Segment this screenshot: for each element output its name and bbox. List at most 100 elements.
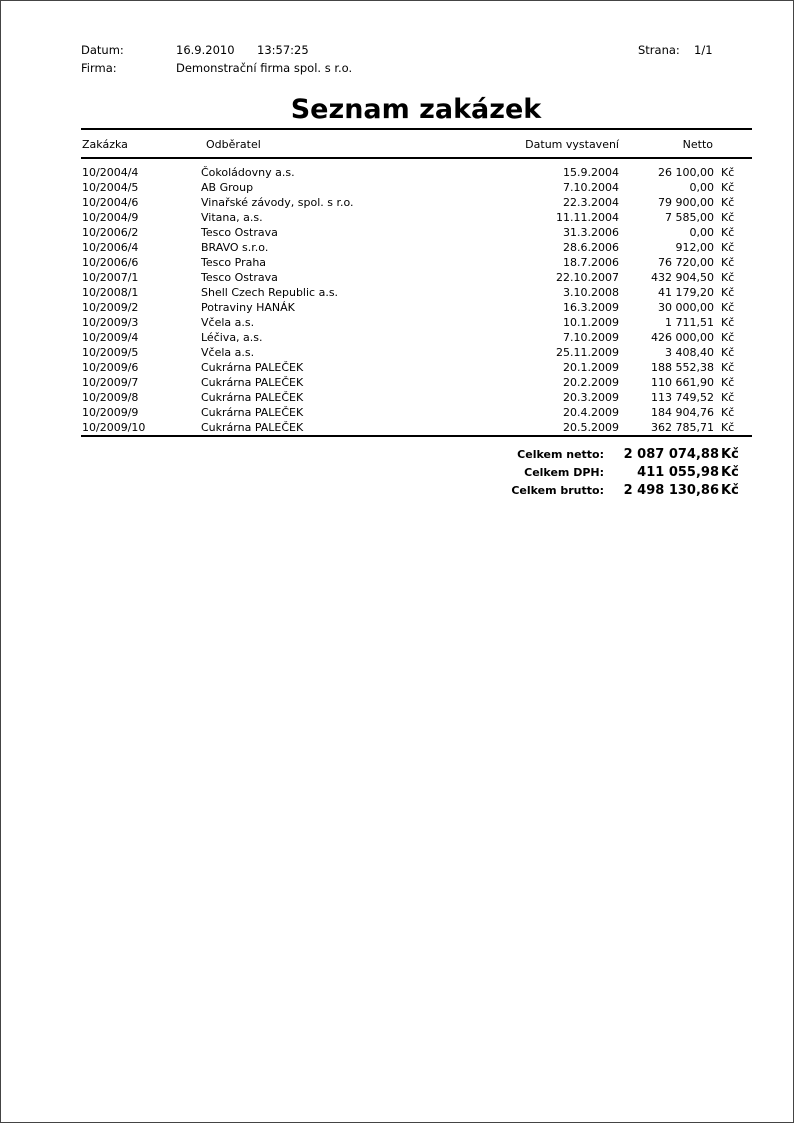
- net-amount: 26 100,00: [658, 166, 714, 179]
- currency: Kč: [721, 361, 735, 374]
- order-code: 10/2009/10: [82, 421, 146, 434]
- column-header-row: Zakázka Odběratel Datum vystavení Netto: [1, 137, 794, 152]
- currency: Kč: [721, 391, 735, 404]
- net-amount: 41 179,20: [658, 286, 714, 299]
- net-amount: 184 904,76: [651, 406, 714, 419]
- company-value: Demonstrační firma spol. s r.o.: [176, 61, 353, 75]
- issue-date: 28.6.2006: [563, 241, 619, 254]
- issue-date: 7.10.2004: [563, 181, 619, 194]
- customer-name: Tesco Ostrava: [201, 271, 278, 284]
- header-bottom-rule: [81, 157, 752, 159]
- customer-name: Tesco Ostrava: [201, 226, 278, 239]
- net-amount: 426 000,00: [651, 331, 714, 344]
- issue-date: 22.10.2007: [556, 271, 619, 284]
- customer-name: Cukrárna PALEČEK: [201, 361, 304, 374]
- table-row: 10/2004/4 Čokoládovny a.s. 15.9.2004 26 100…: [1, 165, 794, 180]
- total-net-row: Celkem netto: 2 087 074,88 Kč: [1, 446, 794, 464]
- table-row: 10/2009/9 Cukrárna PALEČEK 20.4.2009 184 90…: [1, 405, 794, 420]
- net-amount: 0,00: [689, 226, 715, 239]
- issue-date: 11.11.2004: [556, 211, 619, 224]
- currency: Kč: [721, 406, 735, 419]
- company-label: Firma:: [81, 61, 117, 75]
- total-vat-value: 411 055,98: [637, 465, 719, 480]
- customer-name: Včela a.s.: [201, 346, 255, 359]
- total-net-value: 2 087 074,88: [623, 447, 719, 462]
- order-code: 10/2009/5: [82, 346, 139, 359]
- currency: Kč: [721, 301, 735, 314]
- table-row: 10/2006/2 Tesco Ostrava 31.3.2006 0,00 Kč: [1, 225, 794, 240]
- issue-date: 20.2.2009: [563, 376, 619, 389]
- customer-name: Cukrárna PALEČEK: [201, 391, 304, 404]
- order-code: 10/2004/9: [82, 211, 139, 224]
- customer-name: Cukrárna PALEČEK: [201, 406, 304, 419]
- issue-date: 16.3.2009: [563, 301, 619, 314]
- date-value: 16.9.2010: [176, 43, 235, 57]
- issue-date: 20.1.2009: [563, 361, 619, 374]
- column-header-customer: Odběratel: [206, 138, 261, 151]
- order-code: 10/2009/3: [82, 316, 139, 329]
- page-value: 1/1: [694, 43, 713, 57]
- total-gross-value: 2 498 130,86: [623, 483, 719, 498]
- table-row: 10/2009/5 Včela a.s. 25.11.2009 3 408,40 Kč: [1, 345, 794, 360]
- customer-name: Cukrárna PALEČEK: [201, 421, 304, 434]
- currency: Kč: [721, 286, 735, 299]
- net-amount: 76 720,00: [658, 256, 714, 269]
- currency: Kč: [721, 256, 735, 269]
- issue-date: 20.5.2009: [563, 421, 619, 434]
- net-amount: 113 749,52: [651, 391, 714, 404]
- currency: Kč: [721, 211, 735, 224]
- total-vat-row: Celkem DPH: 411 055,98 Kč: [1, 464, 794, 482]
- currency: Kč: [721, 196, 735, 209]
- net-amount: 30 000,00: [658, 301, 714, 314]
- currency: Kč: [721, 316, 735, 329]
- order-code: 10/2004/4: [82, 166, 139, 179]
- time-value: 13:57:25: [257, 43, 309, 57]
- currency: Kč: [721, 181, 735, 194]
- currency: Kč: [721, 166, 735, 179]
- customer-name: BRAVO s.r.o.: [201, 241, 269, 254]
- total-vat-label: Celkem DPH:: [524, 466, 604, 479]
- order-code: 10/2007/1: [82, 271, 139, 284]
- total-gross-row: Celkem brutto: 2 498 130,86 Kč: [1, 482, 794, 500]
- currency: Kč: [721, 271, 735, 284]
- column-header-date: Datum vystavení: [525, 138, 619, 151]
- issue-date: 22.3.2004: [563, 196, 619, 209]
- report-title: Seznam zakázek: [290, 94, 542, 125]
- customer-name: Shell Czech Republic a.s.: [201, 286, 339, 299]
- table-row: 10/2006/4 BRAVO s.r.o. 28.6.2006 912,00 Kč: [1, 240, 794, 255]
- issue-date: 7.10.2009: [563, 331, 619, 344]
- net-amount: 79 900,00: [658, 196, 714, 209]
- customer-name: Čokoládovny a.s.: [201, 166, 295, 179]
- customer-name: Vinařské závody, spol. s r.o.: [201, 196, 354, 209]
- net-amount: 3 408,40: [665, 346, 714, 359]
- table-row: 10/2009/4 Léčiva, a.s. 7.10.2009 426 000,00…: [1, 330, 794, 345]
- net-amount: 1 711,51: [665, 316, 714, 329]
- order-code: 10/2008/1: [82, 286, 139, 299]
- total-gross-currency: Kč: [721, 483, 739, 498]
- table-row: 10/2004/9 Vitana, a.s. 11.11.2004 7 585,00 K…: [1, 210, 794, 225]
- net-amount: 362 785,71: [651, 421, 714, 434]
- customer-name: Tesco Praha: [201, 256, 267, 269]
- customer-name: Cukrárna PALEČEK: [201, 376, 304, 389]
- table-row: 10/2004/5 AB Group 7.10.2004 0,00 Kč: [1, 180, 794, 195]
- issue-date: 18.7.2006: [563, 256, 619, 269]
- order-code: 10/2006/6: [82, 256, 139, 269]
- order-code: 10/2006/4: [82, 241, 139, 254]
- issue-date: 25.11.2009: [556, 346, 619, 359]
- issue-date: 3.10.2008: [563, 286, 619, 299]
- customer-name: AB Group: [201, 181, 254, 194]
- issue-date: 10.1.2009: [563, 316, 619, 329]
- column-header-amount: Netto: [682, 138, 713, 151]
- currency: Kč: [721, 241, 735, 254]
- column-header-code: Zakázka: [82, 138, 128, 151]
- date-label: Datum:: [81, 43, 124, 57]
- issue-date: 15.9.2004: [563, 166, 619, 179]
- table-row: 10/2008/1 Shell Czech Republic a.s. 3.10.2…: [1, 285, 794, 300]
- net-amount: 0,00: [689, 181, 715, 194]
- order-code: 10/2004/6: [82, 196, 139, 209]
- table-row: 10/2009/2 Potraviny HANÁK 16.3.2009 30 000,…: [1, 300, 794, 315]
- order-code: 10/2009/8: [82, 391, 139, 404]
- currency: Kč: [721, 421, 735, 434]
- customer-name: Vitana, a.s.: [201, 211, 263, 224]
